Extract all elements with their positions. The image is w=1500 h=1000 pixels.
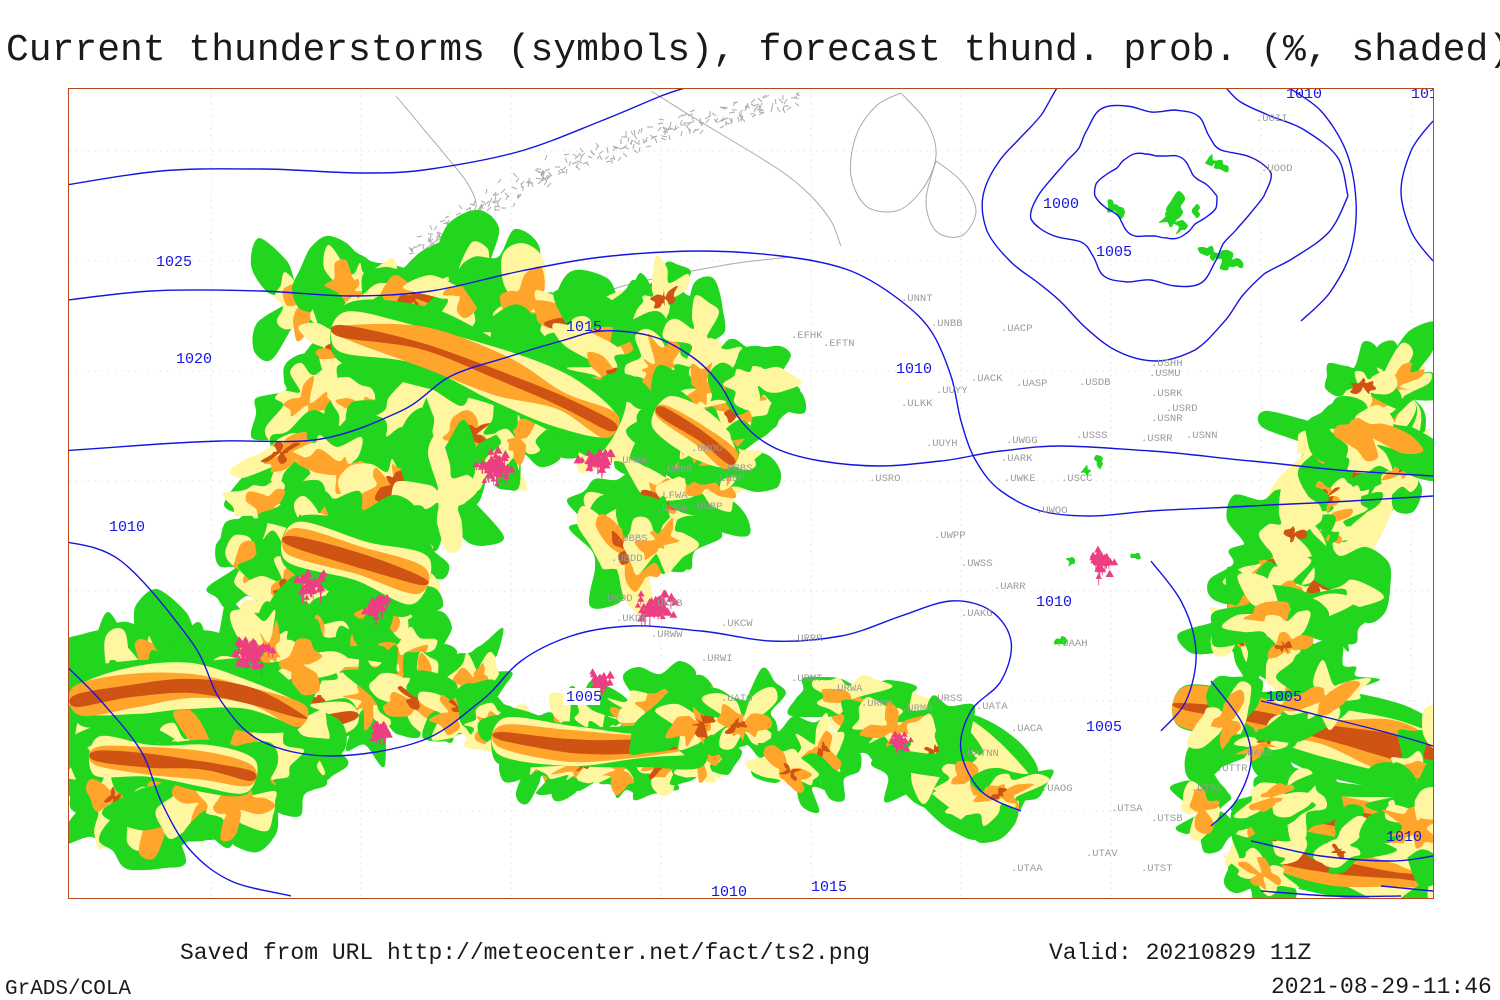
svg-text:.UBBS: .UBBS xyxy=(616,533,648,545)
svg-text:.UMOO: .UMOO xyxy=(691,443,723,455)
svg-text:.UACK: .UACK xyxy=(971,373,1003,385)
svg-text:.UWKE: .UWKE xyxy=(1004,473,1036,485)
svg-text:.UBBS: .UBBS xyxy=(721,463,753,475)
svg-text:1000: 1000 xyxy=(1043,196,1079,213)
svg-text:1010: 1010 xyxy=(896,361,932,378)
svg-text:1005: 1005 xyxy=(566,689,602,706)
svg-text:.UNBB: .UNBB xyxy=(931,318,963,330)
svg-text:.UMBB: .UMBB xyxy=(661,464,693,476)
svg-text:1005: 1005 xyxy=(1096,244,1132,261)
svg-text:1010: 1010 xyxy=(1286,89,1322,103)
svg-text:.UASP: .UASP xyxy=(1016,378,1048,390)
svg-text:.UOII: .UOII xyxy=(1256,113,1288,125)
svg-text:.UWPP: .UWPP xyxy=(934,530,966,542)
svg-text:.UOOD: .UOOD xyxy=(1261,163,1293,175)
svg-text:.UAOG: .UAOG xyxy=(1041,783,1073,795)
svg-text:.UMKK: .UMKK xyxy=(616,455,648,467)
svg-text:.USRK: .USRK xyxy=(1151,388,1183,400)
svg-text:.UTDL: .UTDL xyxy=(1191,783,1223,795)
svg-text:.UUYH: .UUYH xyxy=(926,438,958,450)
svg-text:.UACA: .UACA xyxy=(1011,723,1043,735)
svg-text:.USCC: .USCC xyxy=(1061,473,1093,485)
svg-text:.URMM: .URMM xyxy=(861,698,893,710)
svg-text:1010: 1010 xyxy=(1411,89,1433,103)
svg-text:.UTST: .UTST xyxy=(1141,863,1173,875)
svg-text:.UARR: .UARR xyxy=(994,581,1026,593)
svg-text:1005: 1005 xyxy=(1086,719,1122,736)
svg-text:.UTSA: .UTSA xyxy=(1111,803,1143,815)
svg-text:.USSS: .USSS xyxy=(1076,430,1108,442)
svg-text:1015: 1015 xyxy=(566,319,602,336)
svg-text:.EFTN: .EFTN xyxy=(823,338,855,350)
svg-text:.URWW: .URWW xyxy=(651,629,683,641)
svg-text:.UATNN: .UATNN xyxy=(961,748,999,760)
svg-text:.URRR: .URRR xyxy=(791,633,823,645)
svg-text:.UTTR: .UTTR xyxy=(1216,763,1248,775)
svg-text:.UKCW: .UKCW xyxy=(721,618,753,630)
svg-text:.UUBP: .UUBP xyxy=(691,501,723,513)
svg-text:.USRD: .USRD xyxy=(1166,403,1198,415)
svg-text:.UWGG: .UWGG xyxy=(1006,435,1038,447)
svg-text:1010: 1010 xyxy=(109,519,145,536)
svg-text:.URMN: .URMN xyxy=(901,703,933,715)
svg-text:.LFWA: .LFWA xyxy=(656,490,688,502)
svg-text:.USHH: .USHH xyxy=(1151,358,1183,370)
svg-text:.URSS: .URSS xyxy=(931,693,963,705)
svg-text:.USNN: .USNN xyxy=(1186,430,1218,442)
svg-text:.UARK: .UARK xyxy=(1001,453,1033,465)
svg-text:.URWA: .URWA xyxy=(831,683,863,695)
svg-text:.USRO: .USRO xyxy=(869,473,901,485)
svg-text:.UAAH: .UAAH xyxy=(1056,638,1088,650)
svg-text:1020: 1020 xyxy=(176,351,212,368)
svg-text:.UNNT: .UNNT xyxy=(901,293,933,305)
svg-text:.USDB: .USDB xyxy=(1079,377,1111,389)
svg-text:.UMGG: .UMGG xyxy=(656,503,688,515)
svg-text:1010: 1010 xyxy=(1386,829,1422,846)
svg-text:.UWSS: .UWSS xyxy=(961,558,993,570)
svg-text:.UWOO: .UWOO xyxy=(1036,505,1068,517)
svg-text:.UUYY: .UUYY xyxy=(936,385,968,397)
svg-text:1010: 1010 xyxy=(711,884,747,898)
svg-text:.ULKK: .ULKK xyxy=(901,398,933,410)
svg-text:.UKOB: .UKOB xyxy=(651,598,683,610)
svg-text:.UTAA: .UTAA xyxy=(1011,863,1043,875)
svg-text:1015: 1015 xyxy=(811,879,847,896)
svg-text:.UATA: .UATA xyxy=(976,701,1008,713)
svg-text:.UBDD: .UBDD xyxy=(611,553,643,565)
svg-text:.UACP: .UACP xyxy=(1001,323,1033,335)
svg-text:1010: 1010 xyxy=(1036,594,1072,611)
svg-text:.USRR: .USRR xyxy=(1141,433,1173,445)
svg-text:.URWI: .URWI xyxy=(701,653,733,665)
svg-text:.UTSB: .UTSB xyxy=(1151,813,1183,825)
svg-text:.UAKG: .UAKG xyxy=(961,608,993,620)
svg-text:.UKDD: .UKDD xyxy=(601,593,633,605)
svg-text:.EFHK: .EFHK xyxy=(791,330,823,342)
svg-text:.UAKD: .UAKD xyxy=(1241,748,1273,760)
svg-text:.UKDE: .UKDE xyxy=(616,613,648,625)
svg-text:.UATG: .UATG xyxy=(721,693,753,705)
svg-text:.URMT: .URMT xyxy=(791,673,823,685)
svg-text:1025: 1025 xyxy=(156,254,192,271)
svg-text:1005: 1005 xyxy=(1266,689,1302,706)
svg-text:.UTAV: .UTAV xyxy=(1086,848,1118,860)
